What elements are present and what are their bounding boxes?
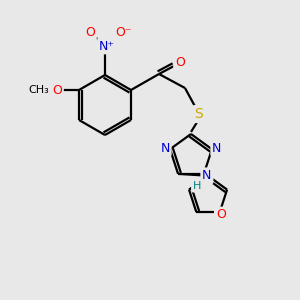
Text: O: O	[52, 83, 62, 97]
Text: N: N	[202, 169, 212, 182]
Text: S: S	[195, 107, 203, 121]
Text: N⁺: N⁺	[99, 40, 115, 52]
Text: H: H	[193, 181, 201, 191]
Text: O⁻: O⁻	[116, 26, 132, 40]
Text: N: N	[212, 142, 222, 155]
Text: O: O	[175, 56, 185, 68]
Text: N: N	[160, 142, 170, 155]
Text: O: O	[85, 26, 95, 40]
Text: CH₃: CH₃	[28, 85, 50, 95]
Text: O: O	[216, 208, 226, 221]
